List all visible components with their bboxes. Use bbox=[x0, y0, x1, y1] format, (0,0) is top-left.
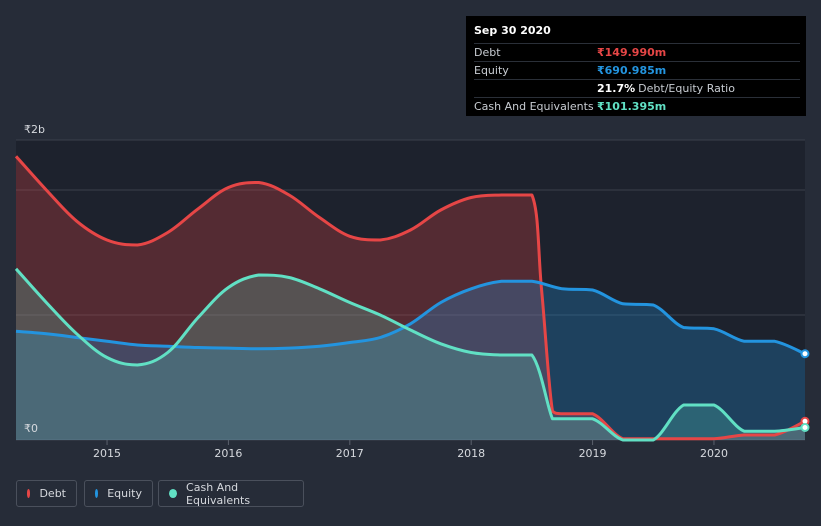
tooltip-row-cash: Cash And Equivalents ₹101.395m bbox=[474, 97, 800, 115]
x-tick-label: 2015 bbox=[93, 447, 121, 460]
series-lines bbox=[14, 155, 806, 442]
tooltip-equity-value: ₹690.985m bbox=[597, 64, 667, 77]
tooltip-label: Debt bbox=[474, 46, 501, 59]
tooltip-row-equity: Equity ₹690.985m bbox=[474, 61, 800, 79]
tooltip-row-ratio: 21.7% Debt/Equity Ratio bbox=[474, 79, 800, 97]
tooltip: Sep 30 2020 Debt ₹149.990m Equity ₹690.9… bbox=[466, 16, 806, 116]
legend-dot-icon bbox=[27, 489, 31, 498]
tooltip-debt-value: ₹149.990m bbox=[597, 46, 667, 59]
legend-item-cash[interactable]: Cash And Equivalents bbox=[158, 480, 304, 507]
tooltip-label: Equity bbox=[474, 64, 509, 77]
tooltip-label: Cash And Equivalents bbox=[474, 100, 594, 113]
tooltip-date: Sep 30 2020 bbox=[474, 24, 551, 37]
x-tick-label: 2020 bbox=[700, 447, 728, 460]
x-tick-label: 2018 bbox=[457, 447, 485, 460]
cash-and-equivalents-line bbox=[14, 267, 806, 442]
legend-item-equity[interactable]: Equity bbox=[84, 480, 153, 507]
series-end-markers bbox=[800, 349, 810, 432]
series-areas bbox=[16, 156, 805, 441]
x-axis-ticks: 2015 2016 2017 2018 2019 2020 bbox=[93, 440, 728, 460]
equity-line bbox=[15, 279, 806, 356]
x-tick-label: 2017 bbox=[336, 447, 364, 460]
legend-dot-icon bbox=[169, 489, 178, 498]
equity-area bbox=[16, 281, 805, 440]
x-tick-label: 2016 bbox=[214, 447, 242, 460]
legend-item-debt[interactable]: Debt bbox=[16, 480, 77, 507]
tooltip-ratio-caption: Debt/Equity Ratio bbox=[638, 82, 735, 95]
legend-label: Cash And Equivalents bbox=[186, 480, 251, 507]
y-tick-bottom: ₹0 bbox=[24, 422, 38, 435]
cash-and-equivalents-area bbox=[16, 268, 805, 440]
tooltip-row-debt: Debt ₹149.990m bbox=[474, 43, 800, 61]
debt-area bbox=[16, 156, 805, 441]
cash-and-equivalents-end-marker bbox=[800, 423, 810, 432]
debt-line bbox=[14, 155, 806, 441]
tooltip-cash-value: ₹101.395m bbox=[597, 100, 667, 113]
x-tick-label: 2019 bbox=[579, 447, 607, 460]
y-tick-top: ₹2b bbox=[24, 123, 45, 136]
legend-dot-icon bbox=[95, 489, 99, 498]
equity-end-marker bbox=[800, 349, 810, 359]
legend-label: Equity bbox=[107, 487, 142, 500]
tooltip-ratio-value: 21.7% bbox=[597, 82, 636, 95]
legend-label: Debt bbox=[39, 487, 66, 500]
